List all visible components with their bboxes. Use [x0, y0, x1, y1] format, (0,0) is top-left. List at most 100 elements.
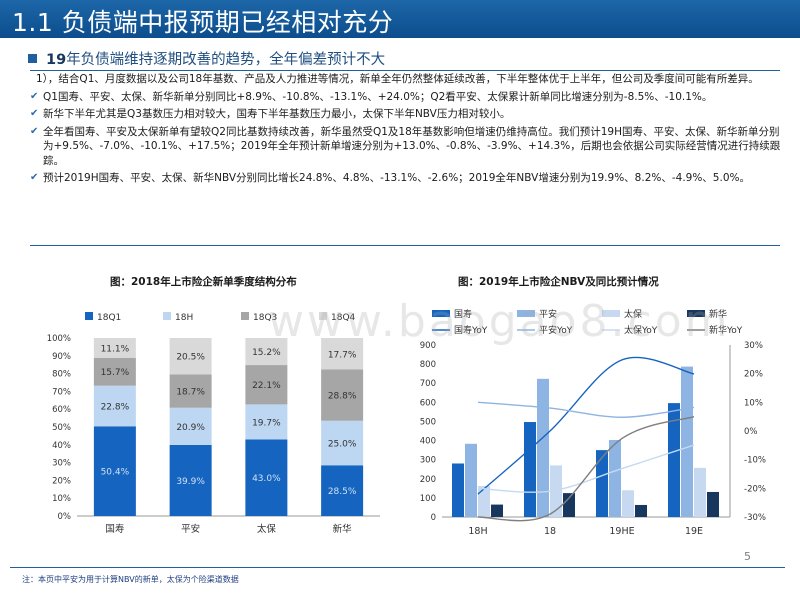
- x-tick-label: 19HE: [609, 526, 634, 537]
- stacked-bar-chart: 18Q1 18H 18Q3 18Q4 0% 10% 20% 30% 40% 50% 60% 70% 80…: [47, 312, 380, 535]
- square-bullet-icon: [28, 53, 37, 63]
- bar: [465, 443, 477, 517]
- bar: [694, 467, 706, 517]
- y2-tick-label: 30%: [744, 341, 763, 351]
- legend-label: 太保YoY: [624, 324, 658, 336]
- check-icon: ✔: [30, 90, 39, 102]
- bar-segment: [93, 357, 136, 386]
- data-label: 19.7%: [252, 418, 281, 428]
- footnote: 注：本页中平安为用于计算NBV的新单，太保为个险渠道数据: [22, 575, 239, 584]
- data-label: 15.2%: [252, 348, 281, 358]
- divider-bottom: [30, 245, 780, 246]
- x-tick-label: 18H: [468, 526, 487, 537]
- point-4-text: 预计2019H国寿、平安、太保、新华NBV分别同比增长24.8%、4.8%、-1…: [43, 172, 750, 184]
- intro-paragraph: 1），结合Q1、月度数据以及公司18年基数、产品及人力推进等情况，新单全年仍然整…: [36, 73, 759, 85]
- section-title: 19年负债端维持逐期改善的趋势，全年偏差预计不大: [46, 48, 385, 69]
- y-tick-label: 900: [420, 341, 436, 351]
- divider-top: [30, 70, 780, 71]
- y-tick-label: 300: [420, 456, 436, 466]
- bar-segment: [321, 369, 364, 421]
- bar: [622, 490, 634, 517]
- point-4: ✔ 预计2019H国寿、平安、太保、新华NBV分别同比增长24.8%、4.8%、…: [30, 171, 782, 186]
- data-label: 17.7%: [328, 350, 357, 360]
- section-title-text: 年负债端维持逐期改善的趋势，全年偏差预计不大: [66, 51, 386, 68]
- legend-label: 新华: [709, 308, 727, 320]
- page-number: 5: [744, 550, 751, 563]
- bar: [491, 504, 503, 517]
- legend-swatch: [517, 310, 535, 317]
- legend-swatch: [319, 312, 327, 320]
- right-chart-title: 图：2019年上市险企NBV及同比预计情况: [458, 276, 659, 288]
- data-label: 28.8%: [328, 392, 357, 402]
- data-label: 11.1%: [101, 344, 130, 354]
- bar: [596, 450, 608, 517]
- legend-label: 平安YoY: [539, 324, 573, 336]
- yoy-line: [477, 401, 695, 418]
- summary-text: 1），结合Q1、月度数据以及公司18年基数、产品及人力推进等情况，新单全年仍然整…: [30, 72, 782, 189]
- y-tick-label: 0%: [58, 512, 72, 522]
- y-tick-label: 800: [420, 360, 436, 370]
- legend-label: 18Q1: [97, 313, 121, 323]
- x-tick-label: 平安: [181, 523, 200, 535]
- watermark: www.baogao8.com: [268, 296, 731, 347]
- section-title-year: 19: [46, 51, 67, 68]
- x-tick-label: 国寿: [105, 523, 124, 535]
- data-label: 15.7%: [101, 368, 130, 378]
- bar-segment: [169, 444, 212, 516]
- data-label: 22.1%: [252, 381, 281, 391]
- y-tick-label: 40%: [52, 441, 71, 451]
- legend-swatch: [241, 312, 249, 320]
- point-1-text: Q1国寿、平安、太保、新华新单分别同比+8.9%、-10.8%、-13.1%、+…: [43, 90, 713, 103]
- y2-tick-label: 20%: [744, 370, 763, 380]
- bar-segment: [245, 365, 288, 405]
- x-tick-label: 太保: [257, 523, 277, 535]
- y-tick-label: 50%: [52, 423, 71, 433]
- yoy-line: [477, 356, 695, 495]
- data-label: 18.7%: [176, 388, 205, 398]
- legend-label: 太保: [624, 308, 642, 320]
- legend-swatch: [687, 310, 705, 317]
- y-tick-label: 60%: [52, 405, 71, 415]
- left-chart-title: 图：2018年上市险企新单季度结构分布: [110, 276, 297, 288]
- y-tick-label: 600: [420, 398, 436, 408]
- bar-segment: [321, 420, 364, 466]
- bar-segment: [169, 374, 212, 408]
- y-tick-label: 90%: [52, 352, 71, 362]
- y-tick-label: 30%: [52, 459, 71, 469]
- data-label: 20.5%: [176, 353, 205, 363]
- point-3-text: 全年看国寿、平安及太保新单有望较Q2同比基数持续改善，新华虽然受Q1及18年基数…: [43, 125, 781, 167]
- bar-segment: [169, 407, 212, 445]
- legend-swatch: [432, 310, 450, 317]
- legend-label: 平安: [539, 308, 557, 320]
- bar-segment: [245, 404, 288, 440]
- y-tick-label: 0: [431, 513, 436, 523]
- data-label: 28.5%: [328, 487, 357, 497]
- page-title: 1.1 负债端中报预期已经相对充分: [12, 8, 394, 37]
- data-label: 25.0%: [328, 440, 357, 450]
- y-tick-label: 10%: [52, 494, 71, 504]
- bar-segment: [93, 338, 136, 358]
- legend-label: 国寿: [454, 308, 472, 320]
- bar: [707, 491, 719, 517]
- y-tick-label: 200: [420, 475, 436, 485]
- bar: [609, 439, 621, 517]
- check-icon: ✔: [30, 172, 39, 183]
- y2-tick-label: 10%: [744, 398, 763, 408]
- legend-swatch: [602, 310, 620, 317]
- legend-label: 新华YoY: [709, 324, 743, 336]
- header-bar: 1.1 负债端中报预期已经相对充分: [0, 0, 800, 38]
- bar-segment: [321, 338, 364, 370]
- point-2: ✔ 新华下半年尤其是Q3基数压力相对较大，国寿下半年基数压力最小，太保下半年NB…: [30, 107, 782, 122]
- bar-segment: [245, 338, 288, 366]
- footer-divider: [10, 567, 785, 568]
- bar: [550, 465, 562, 517]
- y-tick-label: 400: [420, 437, 436, 447]
- y-tick-label: 100%: [47, 334, 71, 344]
- bar: [668, 403, 680, 517]
- y-tick-label: 70%: [52, 387, 71, 397]
- legend-label: 18Q3: [253, 313, 277, 323]
- x-tick-label: 新华: [333, 523, 353, 535]
- legend-label: 18Q4: [331, 313, 356, 323]
- x-tick-label: 19E: [685, 526, 703, 537]
